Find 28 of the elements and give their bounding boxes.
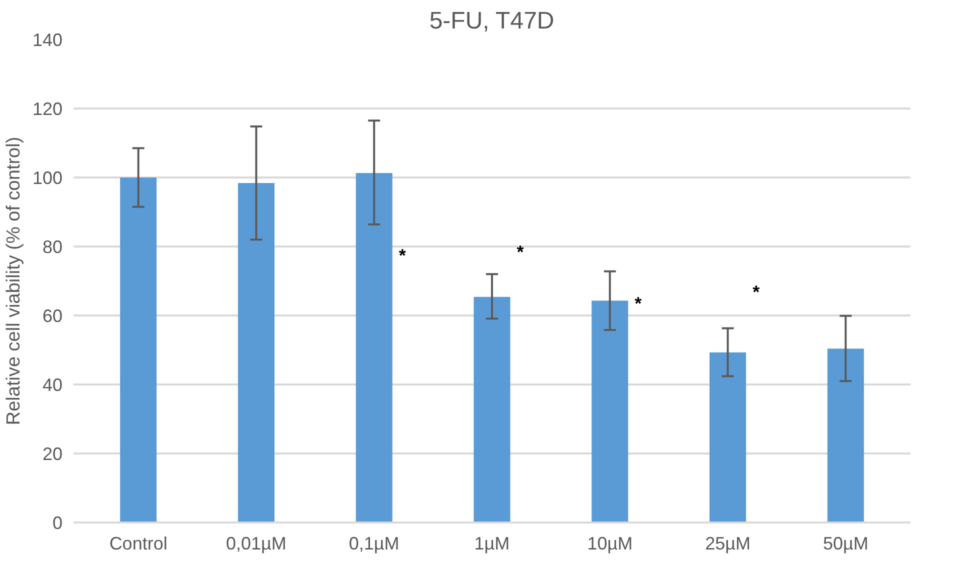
bar xyxy=(827,348,864,522)
annotation: * xyxy=(634,294,642,314)
chart-title: 5-FU, T47D xyxy=(429,8,554,34)
x-tick-label: 1µM xyxy=(474,534,510,554)
annotation: * xyxy=(752,282,760,302)
bar xyxy=(120,178,157,522)
y-tick-label: 60 xyxy=(42,306,63,326)
bar xyxy=(474,296,510,522)
x-tick-label: 25µM xyxy=(705,534,750,554)
x-tick-label: Control xyxy=(109,534,168,554)
y-tick-label: 80 xyxy=(42,237,63,257)
annotation: * xyxy=(398,245,406,266)
y-tick-label: 20 xyxy=(42,444,63,464)
bar xyxy=(356,173,392,522)
y-tick-label: 40 xyxy=(42,375,63,395)
y-tick-label: 120 xyxy=(32,99,63,119)
bar xyxy=(238,183,274,522)
y-tick-label: 0 xyxy=(52,513,63,533)
bar xyxy=(710,352,746,522)
bar xyxy=(592,300,628,522)
x-tick-label: 0,1µM xyxy=(348,534,400,554)
x-tick-label: 0,01µM xyxy=(226,534,286,554)
y-tick-label: 100 xyxy=(32,168,63,188)
x-tick-label: 10µM xyxy=(587,534,633,554)
x-tick-label: 50µM xyxy=(822,534,868,554)
annotation: * xyxy=(516,242,524,262)
y-tick-label: 140 xyxy=(32,30,63,50)
y-axis-title: Relative cell viability (% of control) xyxy=(3,136,24,426)
